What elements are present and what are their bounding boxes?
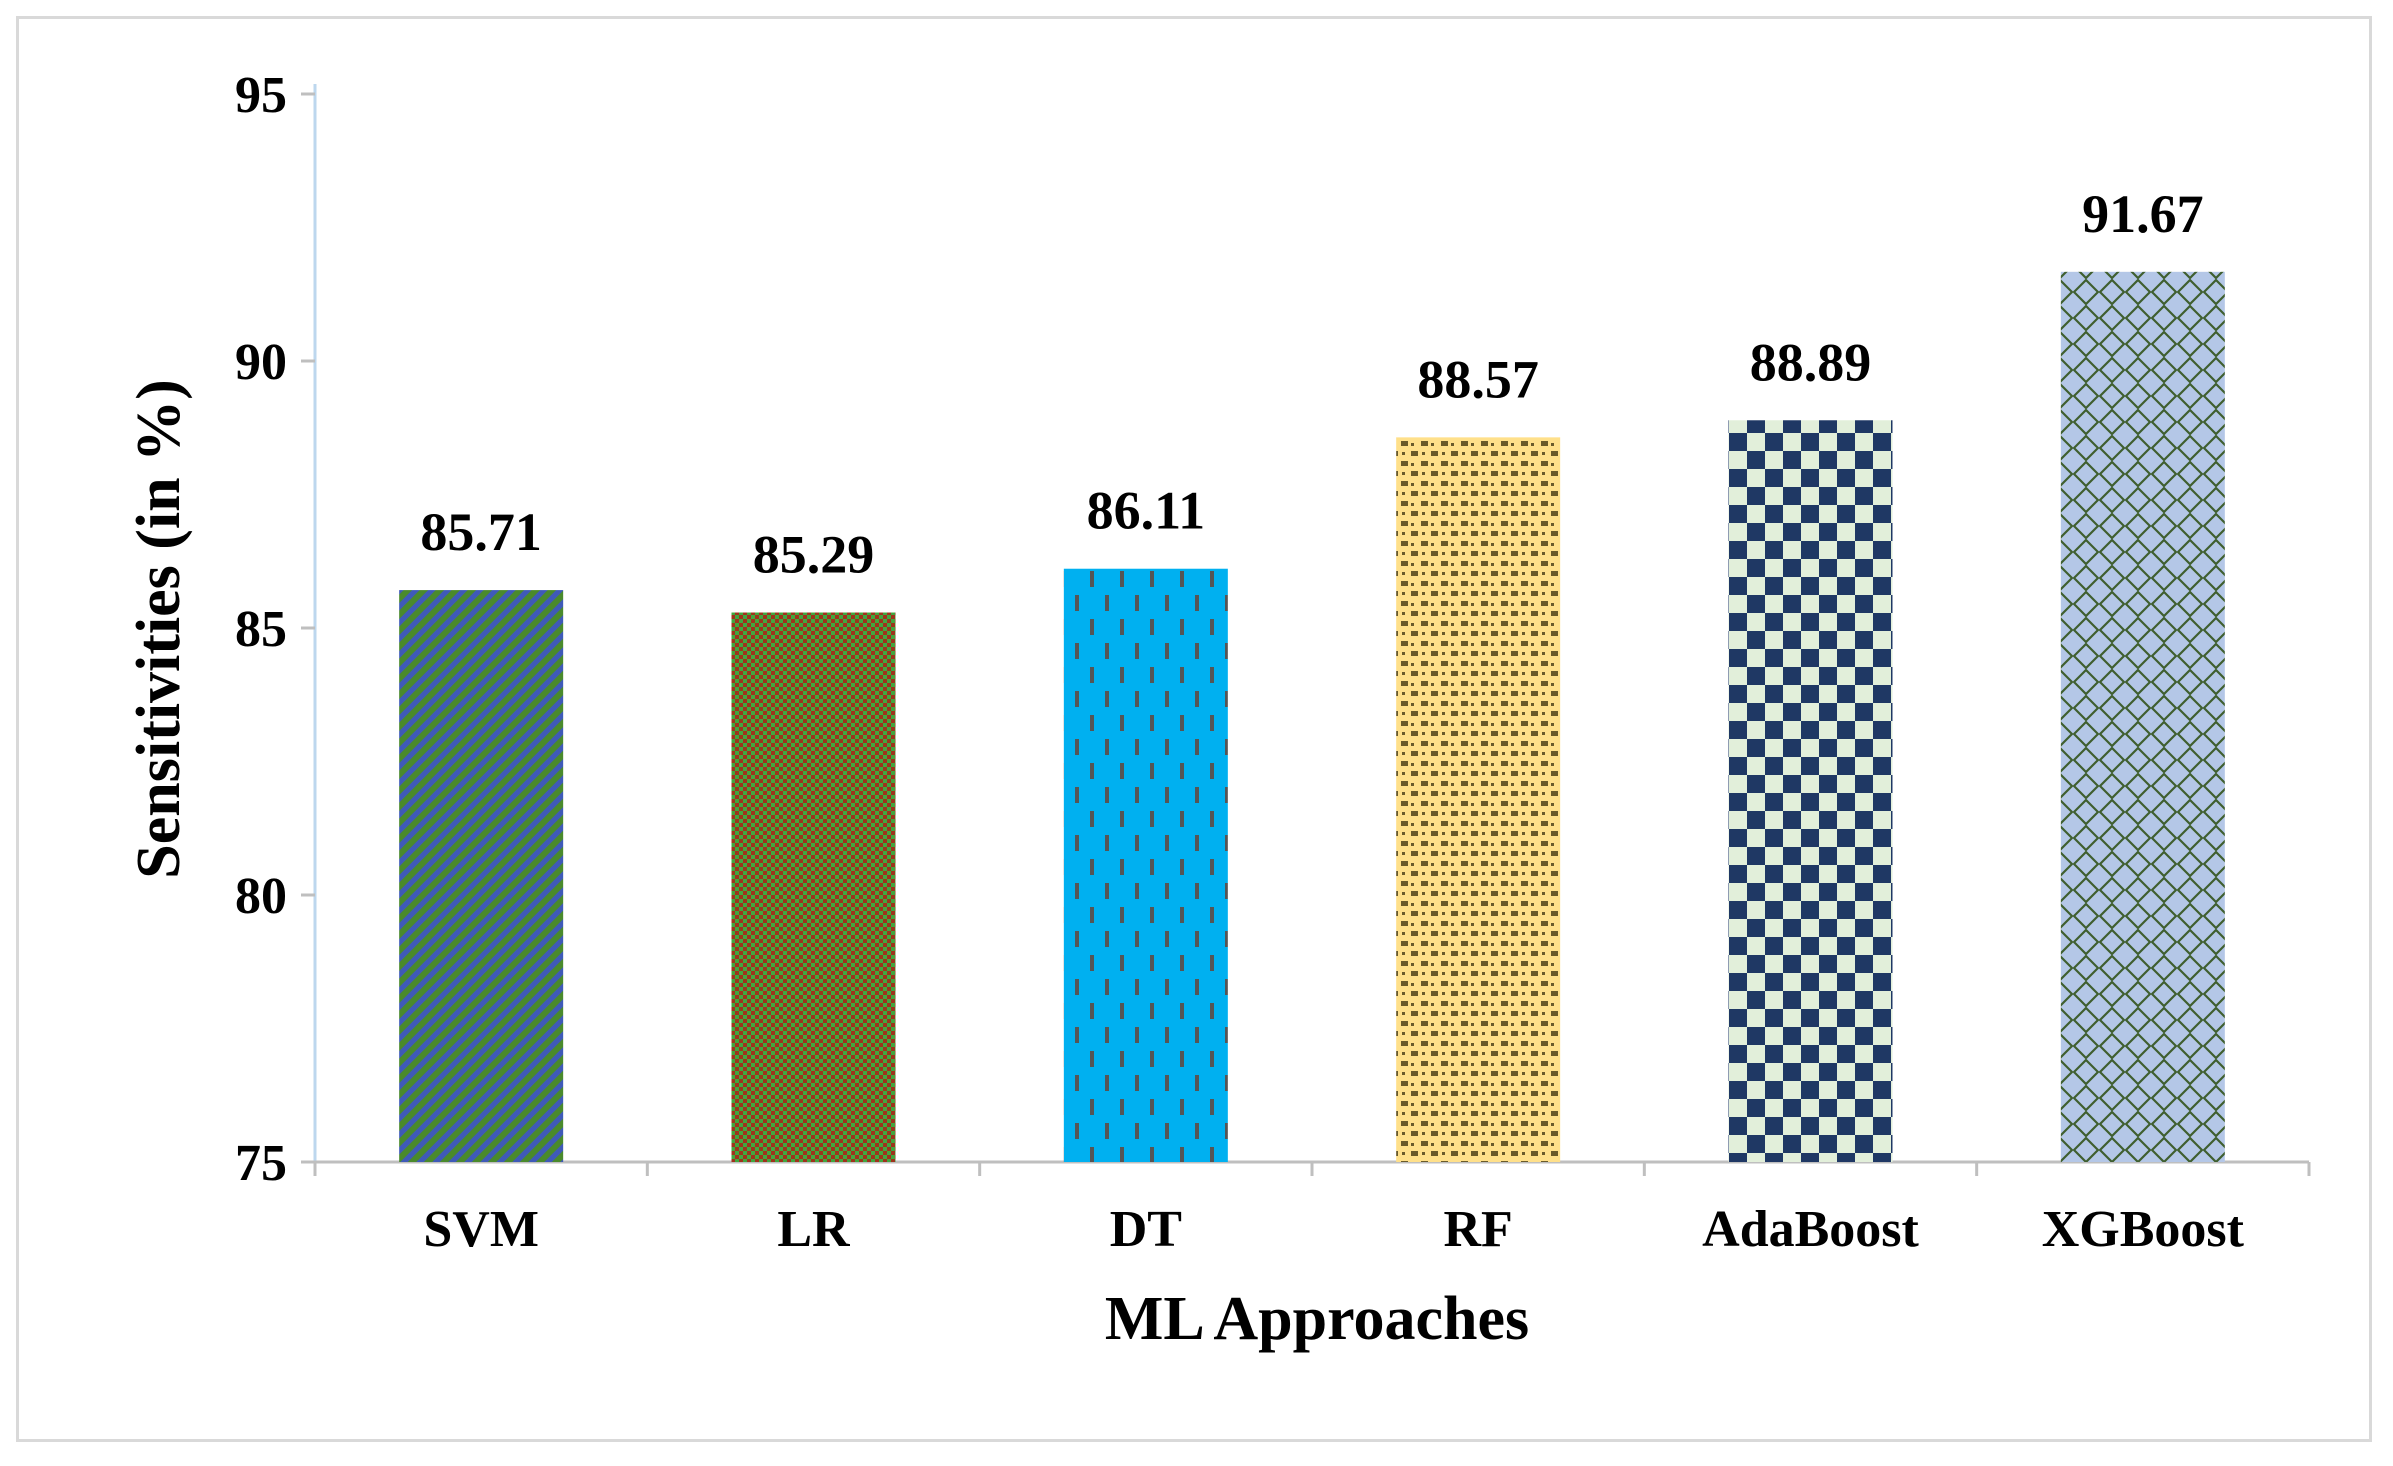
data-label-xgboost: 91.67	[2082, 184, 2204, 244]
y-tick-label: 80	[235, 868, 287, 925]
x-tick-label-xgboost: XGBoost	[2042, 1201, 2245, 1258]
x-axis-title: ML Approaches	[1105, 1285, 1529, 1353]
bar-dt	[1063, 568, 1228, 1162]
bars	[399, 271, 2225, 1162]
data-label-svm: 85.71	[420, 502, 542, 562]
x-tick-label-lr: LR	[777, 1201, 851, 1258]
data-label-rf: 88.57	[1417, 349, 1539, 409]
x-tick-label-rf: RF	[1444, 1201, 1513, 1258]
x-tick-label-dt: DT	[1110, 1201, 1182, 1258]
bar-adaboost	[1728, 420, 1893, 1162]
labels: 75 80 85 90 95 85.71 SVM 85.29 LR 86.11 DT 88.57 RF 8…	[235, 67, 2245, 1258]
x-tick-label-adaboost: AdaBoost	[1702, 1201, 1919, 1258]
x-tick-label-svm: SVM	[423, 1201, 539, 1258]
y-axis-title: Sensitivities (in %)	[125, 379, 193, 878]
y-tick-label: 90	[235, 334, 287, 391]
bar-xgboost	[2060, 271, 2225, 1162]
data-label-dt: 86.11	[1087, 481, 1206, 541]
bar-rf	[1396, 437, 1561, 1162]
y-tick-label: 95	[235, 67, 287, 124]
bar-lr	[731, 612, 896, 1162]
axes	[301, 84, 2311, 1176]
data-label-lr: 85.29	[753, 525, 875, 585]
y-tick-label: 75	[235, 1135, 287, 1192]
bar-svm	[399, 590, 564, 1162]
bar-chart: 75 80 85 90 95 85.71 SVM 85.29 LR 86.11 DT 88.57 RF 8…	[125, 67, 2311, 1353]
data-label-adaboost: 88.89	[1750, 332, 1872, 392]
y-tick-label: 85	[235, 601, 287, 658]
chart-frame: 75 80 85 90 95 85.71 SVM 85.29 LR 86.11 DT 88.57 RF 8…	[16, 16, 2372, 1442]
